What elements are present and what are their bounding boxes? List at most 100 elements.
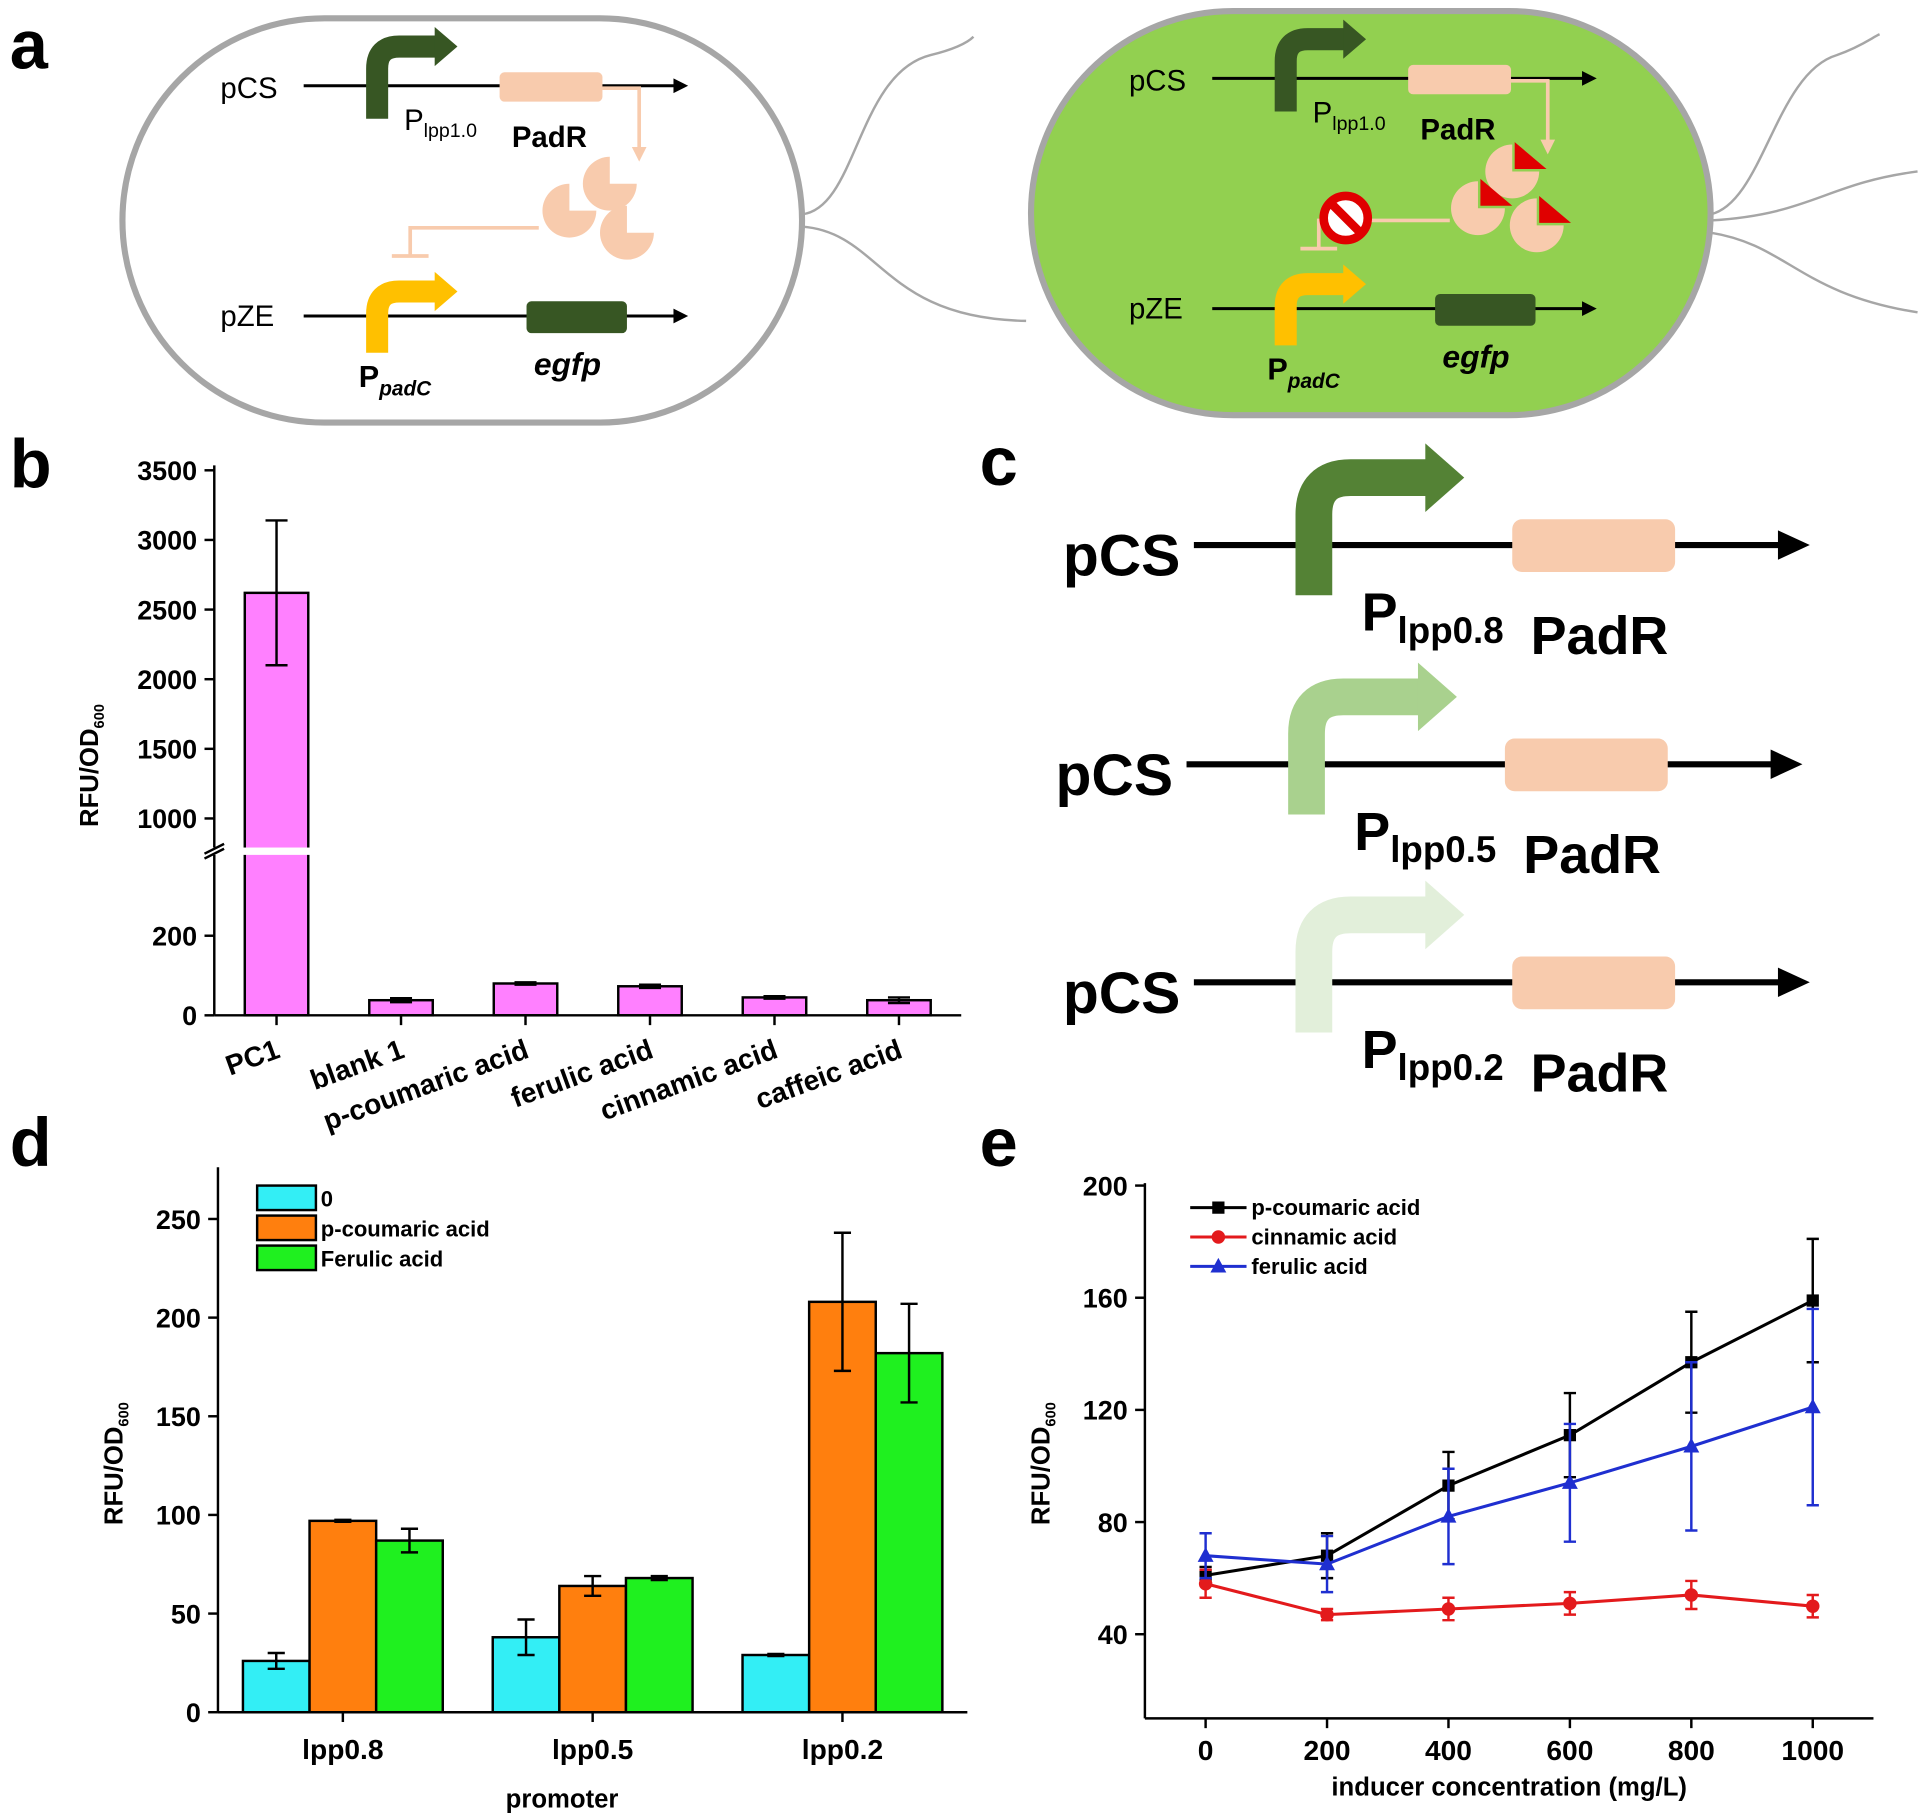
- marker: [1211, 1230, 1226, 1244]
- x-tick-label: 400: [1425, 1735, 1472, 1766]
- dna-head: [1777, 967, 1810, 997]
- error-bar: [650, 1574, 668, 1582]
- plasmid-name: pZE: [1129, 292, 1183, 325]
- promoter-sub: lpp1.0: [424, 120, 477, 142]
- error-bar: [584, 1574, 602, 1598]
- panel-label: e: [980, 1104, 1018, 1181]
- protein: [542, 183, 597, 238]
- promoter-head: [1343, 264, 1367, 304]
- y-label-main: RFU/OD: [1027, 1427, 1055, 1526]
- y-label-sub: 600: [92, 704, 108, 729]
- promoter-sub: lpp0.8: [1398, 610, 1504, 651]
- y-tick-label: 50: [171, 1599, 201, 1629]
- y-tick-label: 40: [1098, 1620, 1128, 1650]
- axis-break: [203, 842, 225, 860]
- error-bar: [833, 1231, 852, 1373]
- promoter-label: Plpp1.0: [404, 104, 477, 142]
- y-tick-label: 250: [156, 1205, 201, 1235]
- y-tick-label: 2500: [137, 595, 197, 625]
- series-line: [1205, 1299, 1814, 1577]
- error-bar: [900, 1302, 918, 1404]
- gene-label: PadR: [1531, 1043, 1669, 1103]
- bar-break-gap: [242, 847, 311, 855]
- bar: [617, 985, 683, 1017]
- promoter-sub: padC: [1287, 370, 1341, 393]
- promoter-letter: P: [1362, 583, 1398, 643]
- error-bar: [334, 1518, 352, 1524]
- gene-label: PadR: [1523, 825, 1661, 885]
- dna-head: [673, 78, 689, 94]
- promoter-head: [1425, 443, 1465, 512]
- y-tick-label: 200: [156, 1303, 201, 1333]
- error-bar: [517, 1618, 535, 1657]
- dna-head: [673, 308, 689, 324]
- error-bar: [267, 1651, 285, 1671]
- error-bar: [763, 994, 786, 1000]
- promoter-label: Plpp0.2: [1362, 1020, 1504, 1088]
- plasmid-name: pCS: [1129, 65, 1186, 98]
- promoter-letter: P: [1354, 802, 1390, 862]
- y-tick-label: 160: [1083, 1284, 1128, 1314]
- legend-label: 0: [321, 1186, 333, 1211]
- promoter-sub: lpp1.0: [1332, 113, 1385, 135]
- promoter-head: [1417, 662, 1457, 732]
- gene-label: PadR: [1420, 114, 1495, 147]
- marker: [1561, 1474, 1578, 1489]
- x-tick-label: lpp0.2: [802, 1734, 883, 1765]
- construct: pCS Plpp0.5 PadR: [1056, 662, 1803, 885]
- gene: [1504, 738, 1668, 792]
- ligand: [1480, 178, 1513, 206]
- gene-label: egfp: [1442, 338, 1509, 374]
- promoter-letter: P: [1313, 96, 1333, 129]
- y-axis-label: RFU/OD600: [1027, 1402, 1059, 1525]
- promoter-letter: P: [1267, 353, 1287, 387]
- y-tick-label: 1000: [137, 804, 197, 834]
- bar: [492, 982, 559, 1017]
- promoter: [366, 35, 436, 119]
- gene-label: PadR: [1531, 606, 1669, 666]
- y-tick-label: 150: [156, 1402, 201, 1432]
- y-axis-label: RFU/OD600: [100, 1402, 132, 1525]
- y-tick-label: 100: [156, 1501, 201, 1531]
- legend-label: cinnamic acid: [1251, 1224, 1397, 1249]
- legend-label: Ferulic acid: [321, 1246, 443, 1271]
- marker: [1198, 1577, 1213, 1591]
- legend-label: p-coumaric acid: [321, 1216, 490, 1241]
- gene: [526, 301, 627, 334]
- error-bar: [514, 981, 537, 986]
- promoter: [1288, 678, 1420, 815]
- promoter-letter: P: [404, 104, 424, 137]
- series-line: [1205, 1582, 1813, 1617]
- y-label-sub: 600: [1044, 1402, 1060, 1427]
- promoter-letter: P: [1362, 1020, 1398, 1080]
- y-tick-label: 120: [1083, 1396, 1128, 1426]
- promoter-sub: padC: [378, 378, 432, 401]
- promoter-label: Plpp0.5: [1354, 802, 1496, 870]
- marker: [1441, 1602, 1456, 1616]
- promoter-letter: P: [359, 360, 379, 394]
- x-tick-label: lpp0.5: [552, 1734, 633, 1765]
- error-bar: [887, 996, 911, 1005]
- promoter-head: [1425, 880, 1465, 950]
- panel-label: a: [10, 7, 49, 84]
- gene: [1512, 956, 1676, 1010]
- marker: [1563, 1596, 1577, 1611]
- bar: [741, 996, 808, 1017]
- promoter: [366, 280, 436, 353]
- x-tick-label: 800: [1668, 1735, 1715, 1766]
- x-axis-label: promoter: [506, 1786, 619, 1814]
- inhibit-slash: [1327, 200, 1364, 236]
- error-bar: [767, 1652, 785, 1658]
- marker: [1320, 1607, 1334, 1622]
- promoter-sub: lpp0.2: [1398, 1047, 1504, 1088]
- y-label-main: RFU/OD: [76, 728, 104, 827]
- promoter-label: PpadC: [359, 360, 432, 401]
- marker: [1440, 1507, 1457, 1523]
- plasmid-name: pCS: [1063, 524, 1181, 589]
- gene: [1512, 519, 1676, 572]
- x-tick-label: 200: [1304, 1735, 1351, 1766]
- gene: [499, 72, 603, 102]
- x-axis-label: inducer concentration (mg/L): [1331, 1774, 1687, 1802]
- promoter-label: PpadC: [1267, 353, 1340, 394]
